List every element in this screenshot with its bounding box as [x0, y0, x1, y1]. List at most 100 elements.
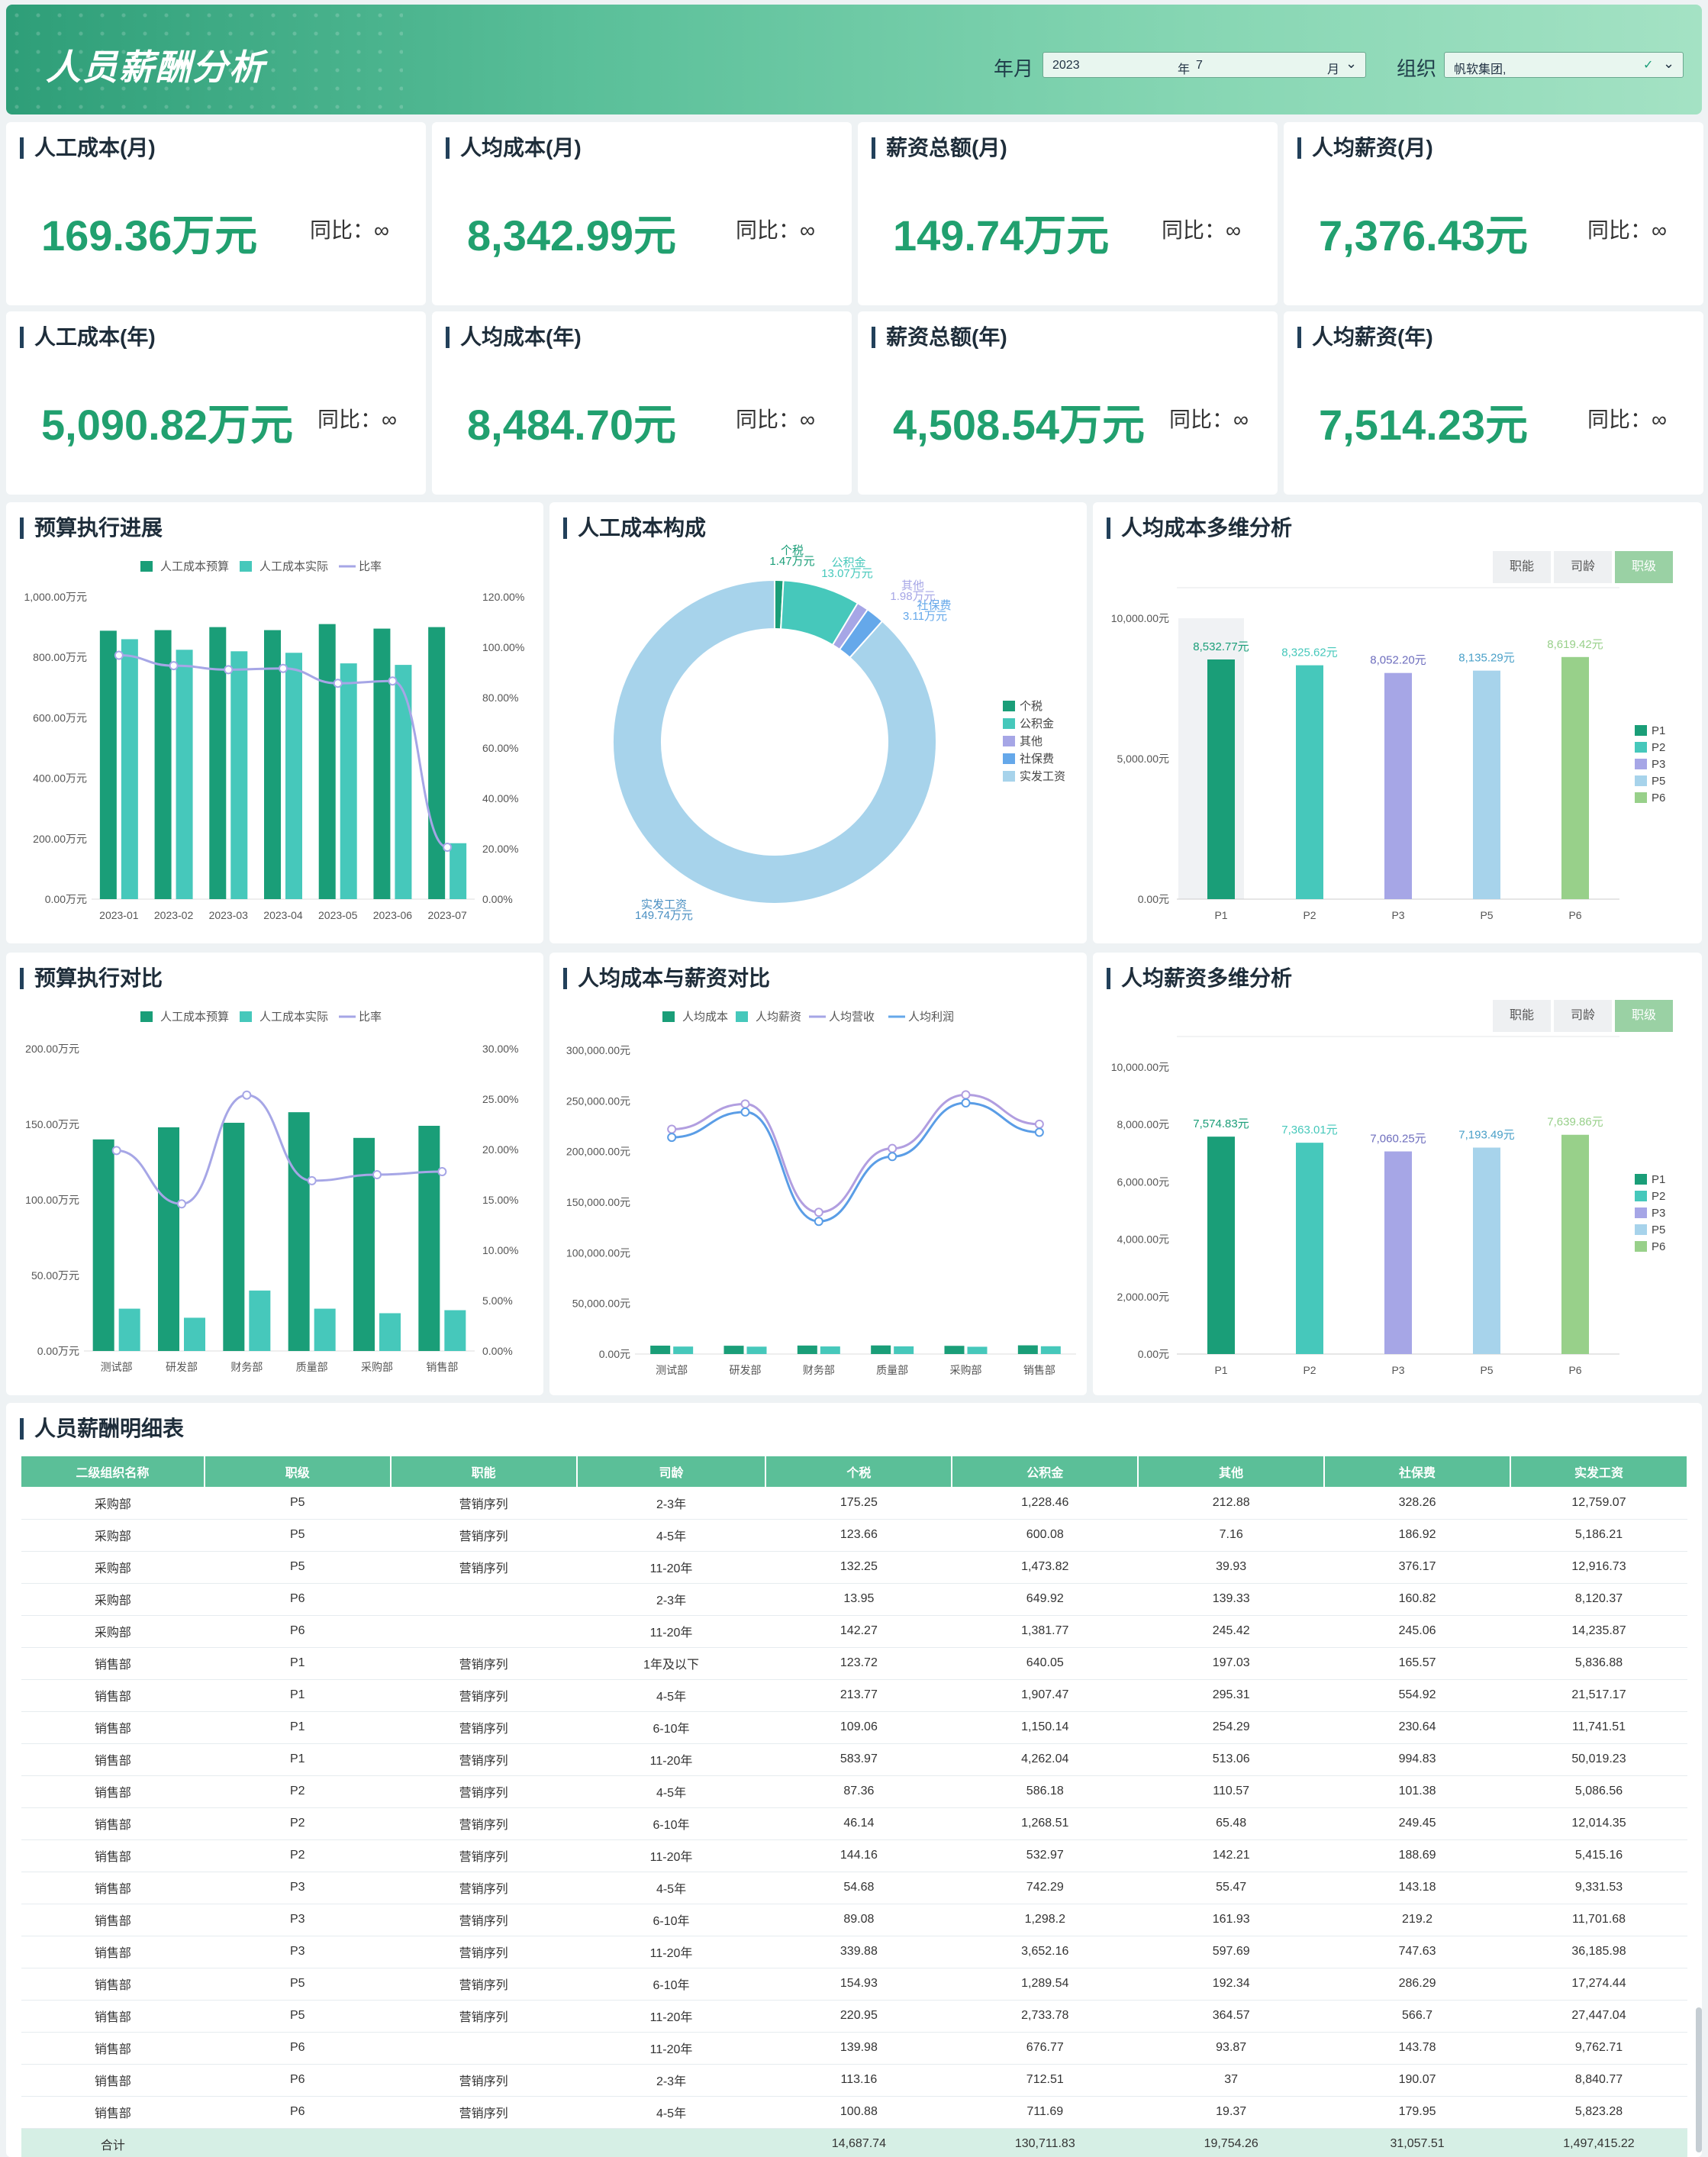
tab-level[interactable]: 职级 — [1615, 1000, 1673, 1032]
legend-label: P6 — [1652, 792, 1665, 804]
table-row[interactable]: 销售部 P2 营销序列 11-20年 144.16 532.97 142.21 188.69 5… — [21, 1839, 1687, 1872]
table-cell: 1,473.82 — [952, 1551, 1139, 1584]
bar-avg-salary — [820, 1346, 840, 1354]
table-cell: 513.06 — [1138, 1743, 1325, 1776]
tab-tenure[interactable]: 司龄 — [1554, 551, 1612, 583]
table-cell: 19.37 — [1138, 2096, 1325, 2129]
table-row[interactable]: 销售部 P1 营销序列 1年及以下 123.72 640.05 197.03 165.57 5,… — [21, 1647, 1687, 1680]
x-tick-label: 2023-02 — [154, 909, 194, 921]
table-cell: 143.18 — [1324, 1872, 1510, 1904]
column-header[interactable]: 职级 — [204, 1456, 392, 1487]
bar-actual — [121, 639, 138, 899]
table-cell: 640.05 — [952, 1647, 1139, 1680]
chevron-down-icon[interactable]: ⌄ — [1663, 56, 1675, 71]
table-cell: 销售部 — [21, 2064, 205, 2097]
column-header[interactable]: 个税 — [765, 1456, 953, 1487]
bar-actual — [176, 650, 193, 899]
table-cell: P2 — [204, 1807, 391, 1840]
table-cell: 采购部 — [21, 1615, 205, 1648]
table-cell: 销售部 — [21, 1647, 205, 1680]
panel-avg-cost-analysis: 人均成本多维分析 职能 司龄 职级 0.00元 5,000.00元 10,000.0… — [1093, 502, 1702, 943]
table-row[interactable]: 销售部 P2 营销序列 4-5年 87.36 586.18 110.57 101.38 5,08… — [21, 1775, 1687, 1808]
y2-tick-label: 10.00% — [482, 1244, 518, 1256]
tab-function[interactable]: 职能 — [1493, 551, 1551, 583]
panel-title: 预算执行对比 — [20, 968, 163, 989]
table-cell: P5 — [204, 1487, 391, 1520]
legend-swatch — [1635, 792, 1647, 803]
kpi-value: 169.36万元 — [41, 211, 258, 260]
series-point — [961, 1098, 971, 1108]
column-header[interactable]: 其他 — [1138, 1456, 1326, 1487]
table-cell: 5,415.16 — [1510, 1839, 1687, 1872]
tab-function[interactable]: 职能 — [1493, 1000, 1551, 1032]
bar-avg-salary — [967, 1346, 988, 1354]
table-row[interactable]: 销售部 P6 营销序列 2-3年 113.16 712.51 37 190.07 8,840.7… — [21, 2064, 1687, 2097]
y-tick-label: 1,000.00万元 — [24, 591, 88, 603]
column-header[interactable]: 实发工资 — [1510, 1456, 1688, 1487]
table-cell: P6 — [204, 2096, 391, 2129]
year-month-picker[interactable]: 2023 年 7 月 ⌄ — [1043, 52, 1366, 78]
legend-label: P3 — [1652, 1207, 1665, 1220]
legend-swatch — [140, 1011, 153, 1022]
kpi-yoy: 同比：∞ — [317, 408, 397, 431]
ratio-point — [114, 650, 124, 660]
table-row[interactable]: 采购部 P6 11-20年 142.27 1,381.77 245.42 245.06 14,… — [21, 1615, 1687, 1648]
table-row[interactable]: 采购部 P5 营销序列 4-5年 123.66 600.08 7.16 186.92 5,186… — [21, 1519, 1687, 1552]
bar-actual — [285, 653, 302, 899]
table-cell: 376.17 — [1324, 1551, 1510, 1584]
bar — [1296, 665, 1323, 899]
table-row[interactable]: 销售部 P1 营销序列 4-5年 213.77 1,907.47 295.31 554.92 2… — [21, 1679, 1687, 1712]
column-header[interactable]: 职能 — [390, 1456, 578, 1487]
chart-avg-salary: 0.00元 2,000.00元 4,000.00元 6,000.00元 8,000.00… — [1111, 1036, 1665, 1376]
table-row[interactable]: 销售部 P5 营销序列 6-10年 154.93 1,289.54 192.34 286.29… — [21, 1968, 1687, 2001]
table-row[interactable]: 采购部 P5 营销序列 11-20年 132.25 1,473.82 39.93 376.17… — [21, 1551, 1687, 1584]
org-select[interactable]: 帆软集团, ✓ ⌄ — [1444, 52, 1684, 78]
table-row[interactable]: 销售部 P3 营销序列 6-10年 89.08 1,298.2 161.93 219.2 11,… — [21, 1904, 1687, 1936]
bar-value-label: 8,325.62元 — [1281, 646, 1337, 659]
bar-avg-cost — [1017, 1345, 1038, 1354]
kpi-value: 8,484.70元 — [467, 401, 676, 449]
bar-avg-cost — [723, 1346, 744, 1354]
table-cell: P5 — [204, 1551, 391, 1584]
y-tick-label: 150.00万元 — [25, 1118, 79, 1130]
table-cell: 销售部 — [21, 2000, 205, 2033]
column-header[interactable]: 社保费 — [1324, 1456, 1511, 1487]
panel-cost-salary-compare: 人均成本与薪资对比 0.00元 50,000.00元 100,000.00元 150,… — [549, 953, 1087, 1395]
month-unit: 月 — [1327, 63, 1340, 76]
y2-tick-label: 80.00% — [482, 692, 518, 704]
chevron-down-icon[interactable]: ⌄ — [1345, 56, 1358, 71]
table-cell: 39.93 — [1138, 1551, 1325, 1584]
table-row[interactable]: 销售部 P5 营销序列 11-20年 220.95 2,733.78 364.57 566.7… — [21, 2000, 1687, 2033]
series-point — [1034, 1127, 1044, 1137]
x-tick-label: 2023-06 — [373, 909, 413, 921]
table-cell: 27,447.04 — [1510, 2000, 1687, 2033]
table-row[interactable]: 采购部 P6 2-3年 13.95 649.92 139.33 160.82 8,120.37 — [21, 1583, 1687, 1616]
table-row[interactable]: 销售部 P2 营销序列 6-10年 46.14 1,268.51 65.48 249.45 12… — [21, 1807, 1687, 1840]
table-cell: 销售部 — [21, 1968, 205, 2001]
table-cell: 11-20年 — [576, 2000, 766, 2033]
column-header[interactable]: 司龄 — [576, 1456, 767, 1487]
table-row[interactable]: 销售部 P6 营销序列 4-5年 100.88 711.69 19.37 179.95 5,82… — [21, 2096, 1687, 2129]
table-row[interactable]: 销售部 P1 营销序列 11-20年 583.97 4,262.04 513.06 994.8… — [21, 1743, 1687, 1776]
tab-level[interactable]: 职级 — [1615, 551, 1673, 583]
bar-budget — [209, 627, 227, 899]
column-header[interactable]: 二级组织名称 — [21, 1456, 205, 1487]
x-tick-label: P5 — [1480, 909, 1493, 921]
table-row[interactable]: 采购部 P5 营销序列 2-3年 175.25 1,228.46 212.88 328.26 1… — [21, 1487, 1687, 1520]
tab-tenure[interactable]: 司龄 — [1554, 1000, 1612, 1032]
table-cell: 营销序列 — [390, 1551, 577, 1584]
total-cell — [576, 2128, 766, 2157]
x-tick-label: P2 — [1303, 1364, 1316, 1376]
table-row[interactable]: 销售部 P3 营销序列 11-20年 339.88 3,652.16 597.69 747.6… — [21, 1936, 1687, 1968]
table-cell: 营销序列 — [390, 1487, 577, 1520]
table-cell: 65.48 — [1138, 1807, 1325, 1840]
ratio-point — [279, 663, 288, 673]
table-cell: 13.95 — [765, 1583, 952, 1616]
table-row[interactable]: 销售部 P1 营销序列 6-10年 109.06 1,150.14 254.29 230.64… — [21, 1711, 1687, 1744]
table-scrollbar[interactable] — [1696, 2007, 1702, 2152]
table-row[interactable]: 销售部 P3 营销序列 4-5年 54.68 742.29 55.47 143.18 9,331… — [21, 1872, 1687, 1904]
column-header[interactable]: 公积金 — [952, 1456, 1139, 1487]
total-cell: 130,711.83 — [952, 2128, 1139, 2157]
dimension-tabs: 职能 司龄 职级 — [1490, 551, 1673, 583]
table-row[interactable]: 销售部 P6 11-20年 139.98 676.77 93.87 143.78 9,762.… — [21, 2032, 1687, 2065]
